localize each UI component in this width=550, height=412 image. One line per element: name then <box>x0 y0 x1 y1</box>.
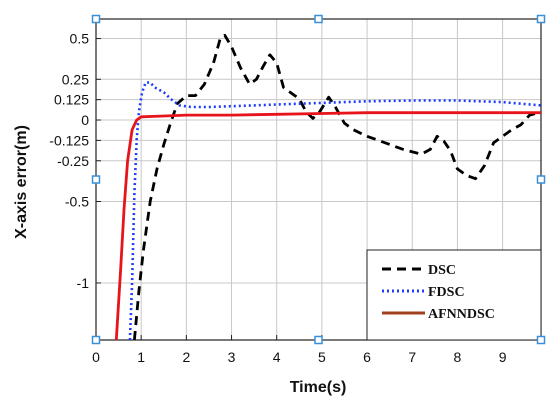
series-layer <box>114 33 542 341</box>
selection-handle[interactable] <box>536 175 546 184</box>
x-axis-label: Time(s) <box>290 379 347 396</box>
x-tick-label: 1 <box>137 349 145 365</box>
selection-handle[interactable] <box>314 14 323 24</box>
y-tick-label: -0.5 <box>65 193 89 209</box>
legend-label-fdsc: FDSC <box>428 285 465 300</box>
x-tick-label: 4 <box>273 349 281 365</box>
y-tick-label: -1 <box>77 275 90 291</box>
x-tick-label: 0 <box>92 349 100 365</box>
x-tick-labels: 0 1 2 3 4 5 6 7 8 9 <box>92 335 507 365</box>
selection-handle[interactable] <box>91 335 101 345</box>
x-tick-label: 5 <box>318 349 326 365</box>
selection-handle[interactable] <box>536 14 546 24</box>
x-tick-label: 6 <box>363 349 371 365</box>
x-tick-label: 9 <box>499 349 507 365</box>
legend-label-dsc: DSC <box>428 263 456 278</box>
x-tick-label: 8 <box>454 349 462 365</box>
y-tick-labels: 0.5 0.25 0.125 0 -0.125 -0.25 -0.5 -1 <box>49 31 101 291</box>
y-axis-label: X-axis error(m) <box>13 125 30 239</box>
figure-selection-handles[interactable] <box>91 14 546 345</box>
x-tick-label: 3 <box>228 349 236 365</box>
y-tick-label: 0.25 <box>62 71 89 87</box>
selection-handle[interactable] <box>91 175 101 184</box>
selection-handle[interactable] <box>536 335 546 345</box>
y-tick-label: 0.125 <box>54 92 89 108</box>
y-tick-label: -0.25 <box>57 153 89 169</box>
y-tick-label: 0.5 <box>70 31 90 47</box>
legend-label-afnndsc: AFNNDSC <box>428 307 495 322</box>
series-line-afnndsc <box>114 111 541 341</box>
legend-box <box>366 249 542 341</box>
y-tick-label: -0.125 <box>49 132 89 148</box>
legend: DSC FDSC AFNNDSC <box>366 249 542 341</box>
selection-handle[interactable] <box>314 335 323 345</box>
x-tick-label: 2 <box>182 349 190 365</box>
y-tick-label: 0 <box>81 112 89 128</box>
grid <box>95 19 541 340</box>
x-tick-label: 7 <box>408 349 416 365</box>
selection-handle[interactable] <box>91 14 101 24</box>
